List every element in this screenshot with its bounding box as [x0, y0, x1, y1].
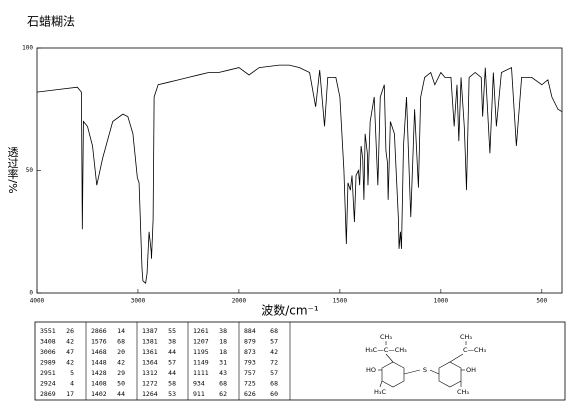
- y-tick-label: 0: [29, 290, 33, 297]
- peak-transmittance: 17: [66, 390, 74, 398]
- peak-transmittance: 38: [219, 327, 227, 335]
- structure-label: CH₃: [380, 333, 392, 341]
- y-axis-label: 透过率/%: [6, 146, 19, 193]
- peak-wavenumber: 1195: [193, 348, 209, 356]
- y-tick-label: 50: [26, 167, 34, 174]
- structure-label: OH: [466, 366, 476, 374]
- peak-wavenumber: 3551: [40, 327, 56, 335]
- peak-wavenumber: 757: [244, 369, 256, 377]
- peak-wavenumber: 626: [244, 390, 256, 398]
- structure-label: C—CH₃: [463, 346, 486, 354]
- peak-transmittance: 53: [168, 390, 176, 398]
- peak-transmittance: 5: [70, 369, 74, 377]
- peak-wavenumber: 879: [244, 338, 256, 346]
- peak-transmittance: 50: [117, 380, 125, 388]
- peak-wavenumber: 1428: [91, 369, 107, 377]
- peak-wavenumber: 1402: [91, 390, 107, 398]
- structure-label: HO: [366, 366, 376, 374]
- x-tick-label: 2000: [232, 298, 247, 305]
- x-tick-label: 1500: [333, 298, 348, 305]
- peak-transmittance: 18: [219, 338, 227, 346]
- peak-wavenumber: 2924: [40, 380, 56, 388]
- table-frame: [34, 321, 566, 401]
- x-tick-label: 1000: [434, 298, 449, 305]
- peak-transmittance: 68: [219, 380, 227, 388]
- structure-label: CH₃: [457, 388, 469, 396]
- peak-wavenumber: 884: [244, 327, 256, 335]
- peak-wavenumber: 1111: [193, 369, 209, 377]
- x-tick-label: 3000: [131, 298, 146, 305]
- peak-transmittance: 29: [117, 369, 125, 377]
- peak-wavenumber: 1468: [91, 348, 107, 356]
- peak-transmittance: 55: [168, 327, 176, 335]
- peak-wavenumber: 873: [244, 348, 256, 356]
- peak-wavenumber: 1149: [193, 359, 209, 367]
- peak-transmittance: 68: [117, 338, 125, 346]
- x-axis-label: 波数/cm⁻¹: [261, 303, 319, 318]
- plot-frame: [36, 47, 563, 294]
- peak-transmittance: 68: [270, 380, 278, 388]
- peak-transmittance: 38: [168, 338, 176, 346]
- peak-transmittance: 57: [168, 359, 176, 367]
- peak-transmittance: 44: [168, 348, 176, 356]
- structure-label: CH₃: [460, 333, 472, 341]
- peak-wavenumber: 793: [244, 359, 256, 367]
- peak-wavenumber: 911: [193, 390, 205, 398]
- peak-transmittance: 72: [270, 359, 278, 367]
- peak-wavenumber: 725: [244, 380, 256, 388]
- structure-drawing: [378, 341, 467, 388]
- peak-wavenumber: 1387: [142, 327, 158, 335]
- peak-wavenumber: 1448: [91, 359, 107, 367]
- peak-wavenumber: 1381: [142, 338, 158, 346]
- peak-transmittance: 4: [70, 380, 74, 388]
- peak-wavenumber: 1272: [142, 380, 158, 388]
- structure-label: S: [423, 366, 427, 374]
- peak-wavenumber: 3006: [40, 348, 56, 356]
- peak-wavenumber: 1361: [142, 348, 158, 356]
- peak-wavenumber: 2951: [40, 369, 56, 377]
- peak-transmittance: 47: [66, 348, 74, 356]
- peak-transmittance: 18: [219, 348, 227, 356]
- peak-transmittance: 42: [66, 359, 74, 367]
- peak-wavenumber: 1264: [142, 390, 158, 398]
- x-tick-label: 500: [536, 298, 547, 305]
- peak-transmittance: 44: [168, 369, 176, 377]
- peak-transmittance: 57: [270, 369, 278, 377]
- peak-wavenumber: 1207: [193, 338, 209, 346]
- peak-transmittance: 42: [117, 359, 125, 367]
- x-tick-label: 4000: [30, 298, 45, 305]
- peak-wavenumber: 1364: [142, 359, 158, 367]
- y-tick-label: 100: [22, 45, 33, 52]
- peak-wavenumber: 2989: [40, 359, 56, 367]
- peak-transmittance: 42: [270, 348, 278, 356]
- peak-transmittance: 20: [117, 348, 125, 356]
- peak-wavenumber: 934: [193, 380, 205, 388]
- peak-transmittance: 62: [219, 390, 227, 398]
- spectrum-line: [36, 64, 563, 284]
- peak-wavenumber: 1312: [142, 369, 158, 377]
- peak-transmittance: 68: [270, 327, 278, 335]
- peak-transmittance: 42: [66, 338, 74, 346]
- peak-transmittance: 60: [270, 390, 278, 398]
- peak-wavenumber: 1576: [91, 338, 107, 346]
- peak-wavenumber: 2866: [91, 327, 107, 335]
- peak-transmittance: 44: [117, 390, 125, 398]
- peak-transmittance: 14: [117, 327, 125, 335]
- peak-transmittance: 57: [270, 338, 278, 346]
- peak-transmittance: 31: [219, 359, 227, 367]
- peak-transmittance: 58: [168, 380, 176, 388]
- peak-wavenumber: 1261: [193, 327, 209, 335]
- structure-label: H₃C: [374, 388, 386, 396]
- chart-title: 石蜡糊法: [27, 14, 75, 29]
- peak-transmittance: 26: [66, 327, 74, 335]
- structure-label: H₃C—C—CH₃: [365, 346, 407, 354]
- peak-wavenumber: 2869: [40, 390, 56, 398]
- peak-transmittance: 43: [219, 369, 227, 377]
- peak-wavenumber: 3408: [40, 338, 56, 346]
- peak-wavenumber: 1408: [91, 380, 107, 388]
